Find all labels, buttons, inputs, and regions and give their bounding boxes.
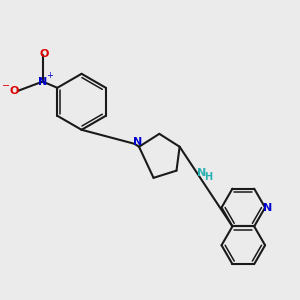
Text: N: N (197, 168, 206, 178)
Text: N: N (38, 76, 47, 87)
Text: +: + (46, 71, 53, 80)
Text: O: O (9, 86, 19, 96)
Text: N: N (263, 202, 272, 212)
Text: O: O (40, 49, 49, 58)
Text: H: H (205, 172, 213, 182)
Text: N: N (133, 137, 142, 147)
Text: −: − (2, 81, 10, 91)
